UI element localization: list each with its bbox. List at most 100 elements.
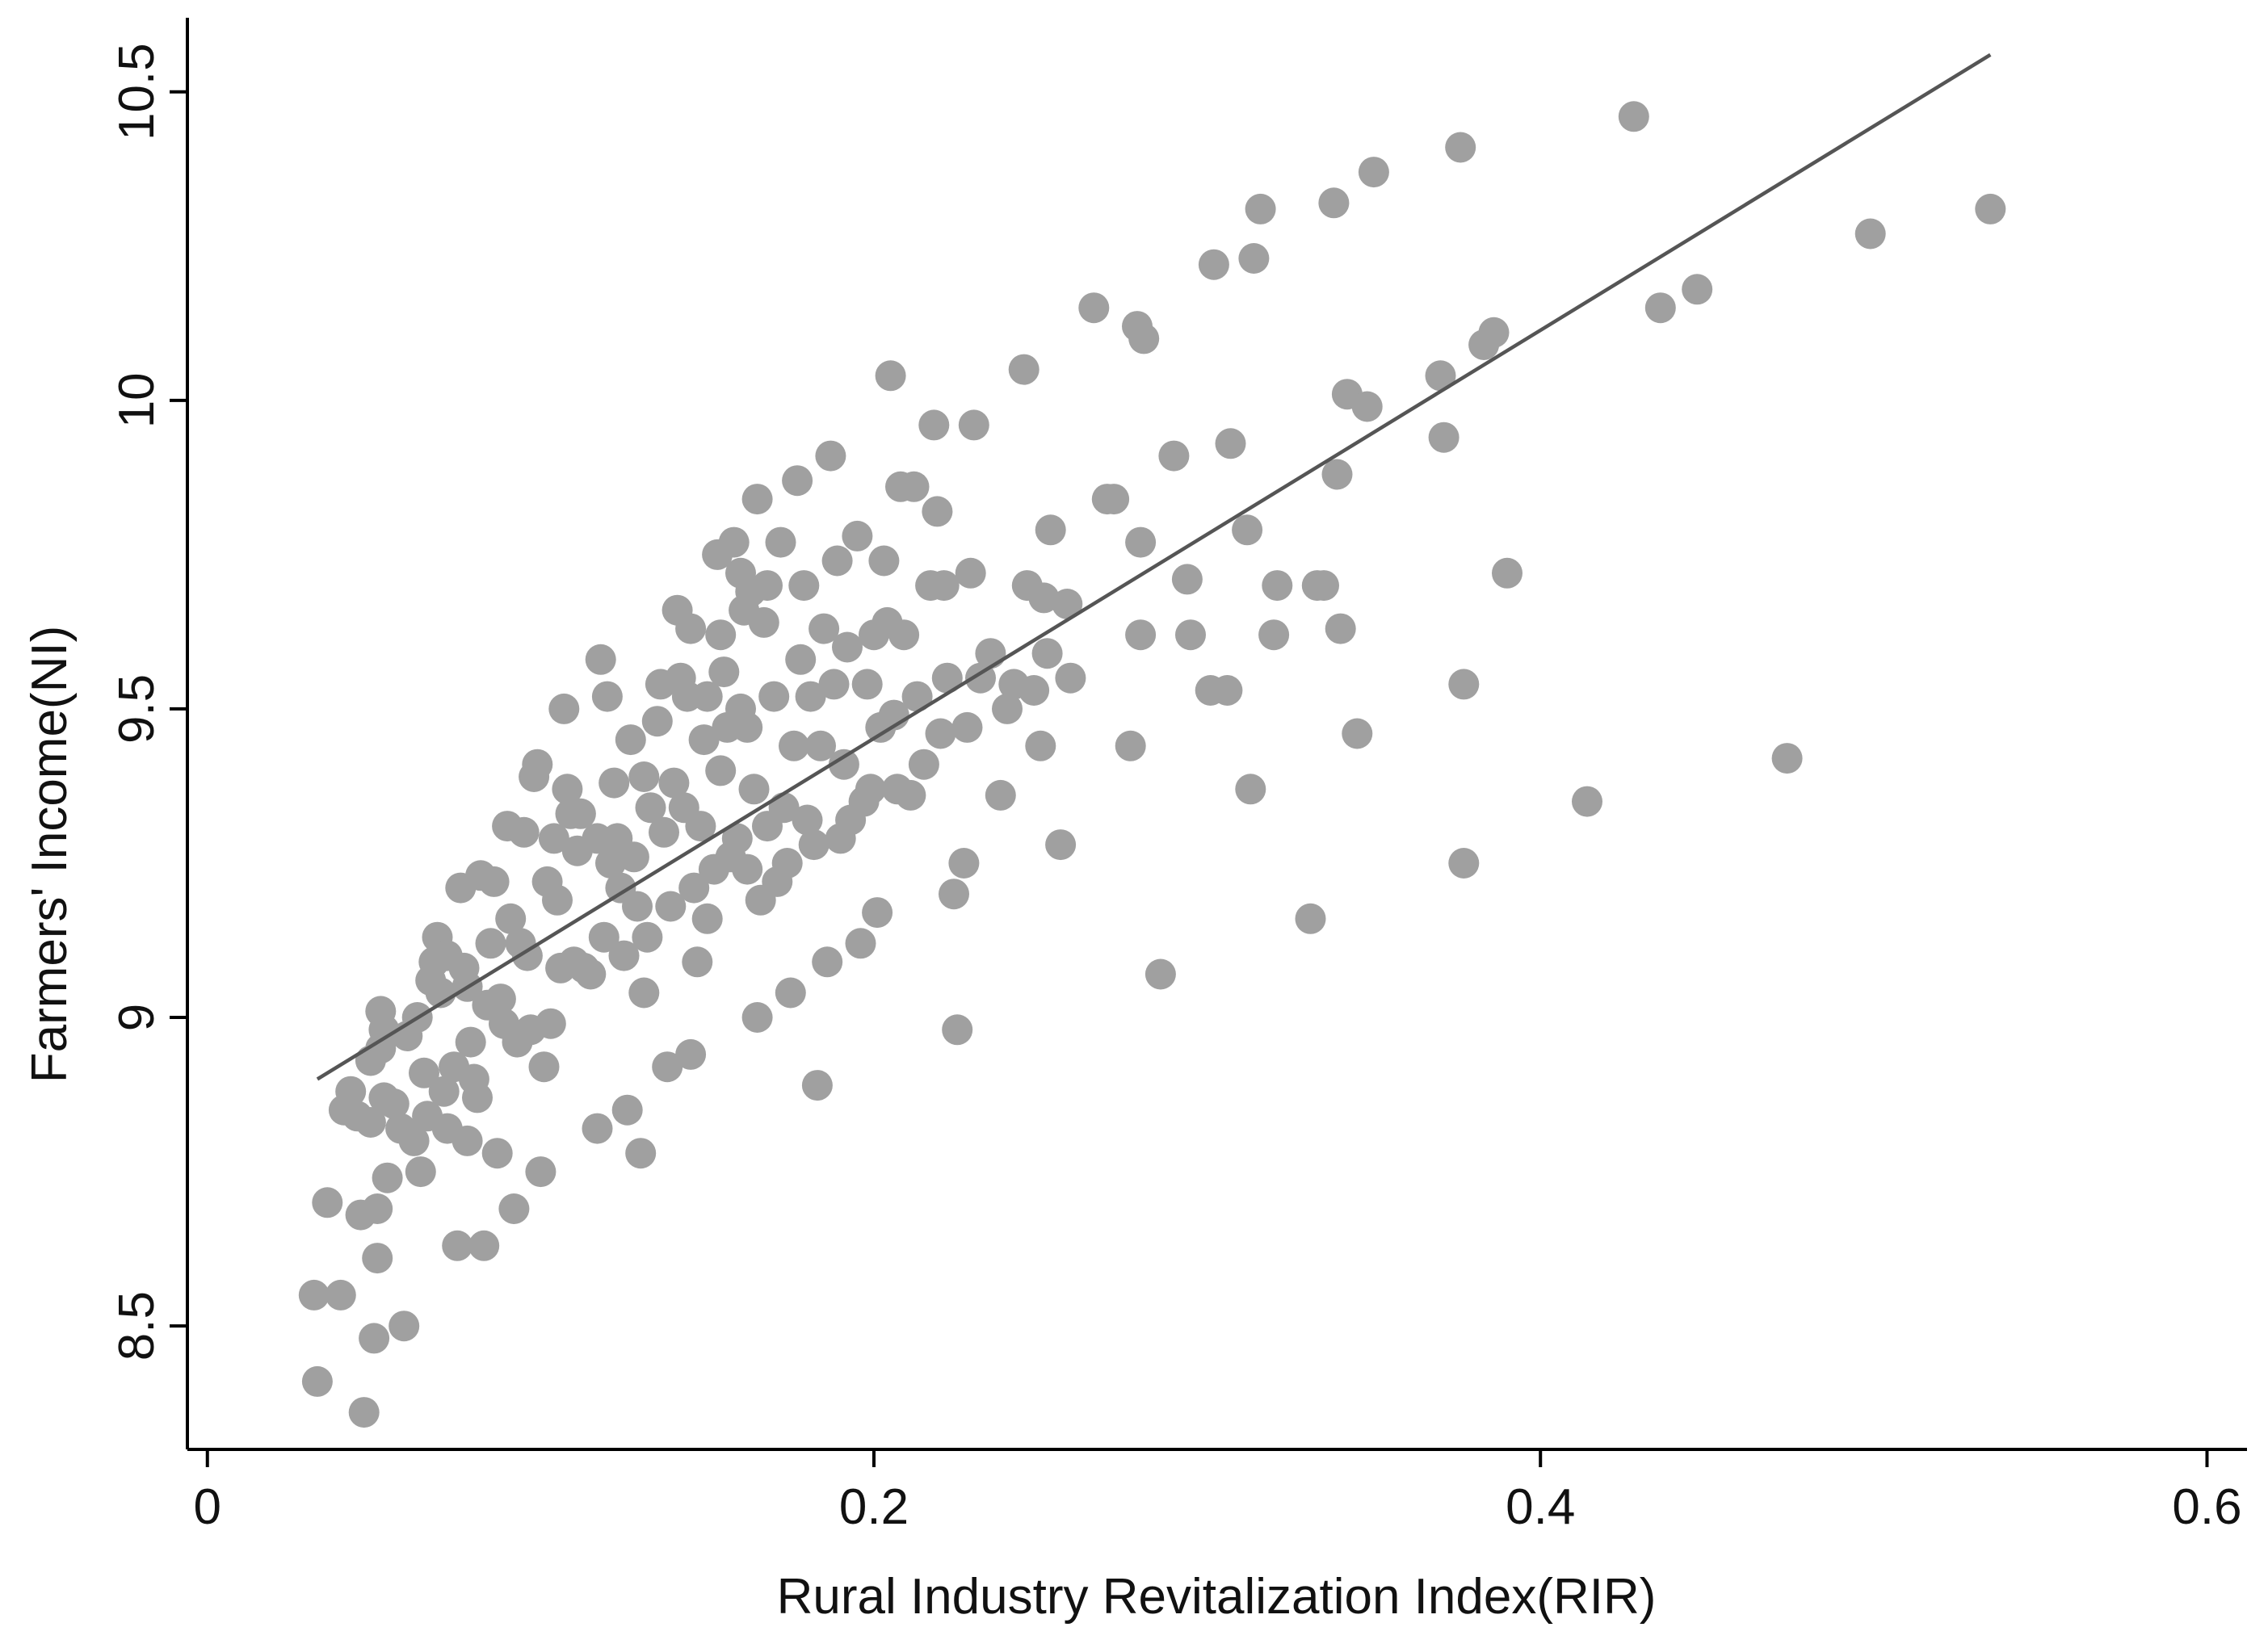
data-point-175 (895, 779, 926, 811)
data-point-47 (475, 928, 506, 959)
data-point-57 (508, 816, 540, 848)
data-point-235 (1342, 718, 1373, 749)
data-point-131 (741, 484, 773, 515)
data-point-154 (818, 669, 850, 700)
data-point-205 (1055, 662, 1086, 694)
data-point-11 (359, 1323, 390, 1354)
y-ticks-layer: 8.5 9 9.5 10 10.5 (109, 43, 187, 1361)
data-point-80 (588, 921, 620, 953)
data-point-25 (405, 1156, 436, 1188)
data-point-91 (625, 1138, 657, 1169)
data-point-76 (575, 958, 607, 990)
data-point-148 (798, 829, 830, 861)
data-point-146 (792, 804, 823, 836)
data-point-249 (1682, 274, 1713, 305)
data-point-208 (1098, 484, 1130, 515)
data-point-194 (992, 693, 1023, 724)
data-point-3 (325, 1279, 356, 1311)
data-point-152 (812, 946, 843, 978)
x-tick-label: 0.6 (2172, 1479, 2241, 1535)
fit-line (316, 52, 1992, 1081)
data-point-145 (788, 570, 820, 602)
data-point-58 (511, 940, 543, 971)
data-point-53 (495, 903, 527, 934)
data-point-101 (658, 767, 690, 799)
data-point-217 (1175, 619, 1206, 651)
data-point-232 (1321, 459, 1353, 490)
data-point-224 (1238, 243, 1270, 274)
data-point-111 (688, 724, 720, 756)
data-point-174 (888, 619, 920, 651)
data-point-160 (842, 520, 873, 551)
data-point-94 (632, 921, 663, 953)
data-point-67 (542, 884, 573, 916)
x-ticks-layer: 0 0.2 0.4 0.6 (194, 1449, 2242, 1535)
data-point-5 (335, 1076, 367, 1107)
data-point-48 (478, 866, 510, 897)
data-point-74 (565, 798, 596, 829)
data-point-18 (372, 1162, 403, 1193)
data-point-163 (851, 669, 883, 700)
data-point-17 (368, 1014, 400, 1046)
data-point-41 (455, 1026, 486, 1058)
data-point-19 (378, 1088, 410, 1119)
data-point-122 (721, 823, 753, 854)
data-point-21 (388, 1311, 420, 1342)
data-point-246 (1572, 786, 1602, 817)
data-point-158 (832, 631, 863, 663)
data-point-92 (628, 761, 660, 792)
data-point-240 (1445, 132, 1476, 163)
data-point-2 (312, 1187, 343, 1218)
data-point-228 (1295, 903, 1326, 934)
data-point-206 (1078, 292, 1110, 324)
data-point-112 (691, 681, 723, 712)
data-point-129 (738, 774, 770, 805)
data-point-1 (301, 1365, 333, 1397)
data-point-126 (732, 711, 763, 743)
data-point-127 (732, 853, 763, 885)
data-point-118 (708, 656, 740, 688)
data-point-221 (1215, 428, 1246, 459)
data-point-223 (1235, 774, 1266, 805)
data-point-61 (522, 749, 553, 780)
data-point-90 (622, 891, 653, 922)
data-point-225 (1245, 193, 1276, 224)
data-point-110 (685, 811, 716, 842)
data-point-203 (1045, 829, 1077, 861)
x-tick-label: 0.4 (1506, 1479, 1575, 1535)
data-point-211 (1125, 526, 1157, 558)
data-point-142 (779, 730, 809, 761)
data-point-149 (801, 1070, 833, 1101)
data-point-43 (462, 1082, 493, 1113)
data-point-202 (1035, 514, 1066, 546)
data-point-26 (409, 1057, 439, 1088)
data-point-237 (1358, 157, 1389, 188)
data-point-190 (958, 409, 989, 441)
points-layer (298, 101, 2006, 1428)
data-point-178 (908, 749, 939, 780)
data-point-187 (948, 848, 980, 879)
data-point-157 (828, 749, 859, 780)
y-tick-label: 8.5 (109, 1291, 165, 1361)
data-point-108 (678, 872, 710, 904)
data-point-219 (1198, 249, 1229, 280)
data-point-62 (525, 1156, 556, 1188)
data-point-209 (1115, 730, 1146, 761)
data-point-196 (1008, 354, 1040, 385)
data-point-12 (362, 1193, 393, 1224)
data-point-170 (875, 360, 906, 392)
data-point-109 (682, 946, 713, 978)
data-point-192 (975, 638, 1006, 669)
data-point-177 (901, 681, 933, 712)
data-point-183 (928, 570, 960, 602)
data-point-198 (1018, 675, 1050, 706)
data-point-161 (845, 928, 876, 959)
data-point-215 (1158, 440, 1190, 472)
data-point-216 (1171, 564, 1203, 595)
data-point-36 (442, 1230, 473, 1261)
data-point-166 (862, 897, 893, 929)
data-point-138 (765, 526, 796, 558)
data-point-121 (718, 526, 750, 558)
data-point-45 (468, 1230, 500, 1261)
